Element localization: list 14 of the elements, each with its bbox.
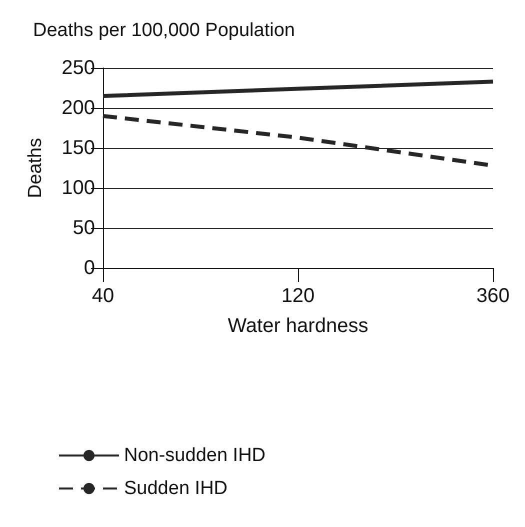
x-axis-title: Water hardness (228, 315, 368, 337)
y-tick-label: 100 (62, 177, 95, 199)
y-tick-label: 50 (72, 217, 95, 239)
x-tick-label: 120 (281, 285, 315, 307)
y-tick-label: 250 (62, 57, 95, 79)
y-tick-label: 0 (84, 257, 95, 279)
legend-label: Non-sudden IHD (124, 445, 266, 466)
chart-title: Deaths per 100,000 Population (33, 20, 295, 41)
x-tick-label: 40 (92, 285, 114, 307)
legend-label: Sudden IHD (124, 478, 228, 499)
y-tick-label: 200 (62, 97, 95, 119)
y-axis-title: Deaths (25, 138, 46, 198)
y-tick-label: 150 (62, 137, 95, 159)
x-tick-label: 360 (476, 285, 510, 307)
